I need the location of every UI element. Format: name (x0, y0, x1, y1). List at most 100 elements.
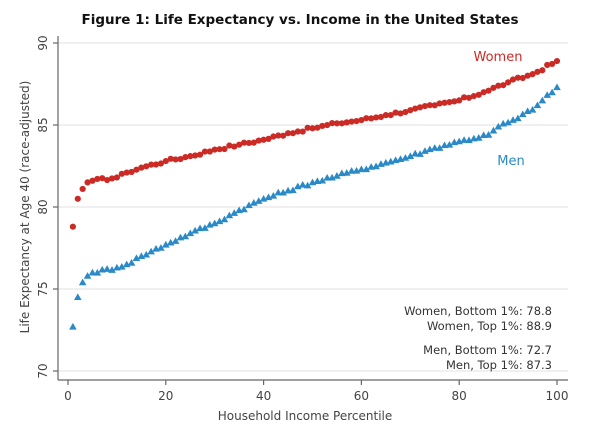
point-men-49 (303, 181, 312, 189)
point-women-79 (451, 98, 458, 105)
series-label-women: Women (474, 50, 523, 65)
point-women-55 (333, 120, 341, 127)
point-men-73 (421, 147, 429, 154)
point-women-93 (519, 74, 526, 82)
point-men-99 (548, 88, 556, 96)
point-women-67 (392, 109, 399, 116)
point-women-21 (167, 155, 174, 162)
point-women-28 (201, 148, 209, 155)
y-tick-label-75: 75 (36, 281, 50, 296)
point-women-53 (324, 121, 331, 129)
point-women-45 (284, 130, 292, 137)
point-women-89 (500, 82, 507, 89)
point-men-11 (117, 263, 126, 270)
point-women-68 (397, 110, 404, 117)
point-men-4 (83, 272, 92, 279)
point-men-9 (108, 266, 116, 273)
point-men-28 (201, 224, 209, 231)
point-women-50 (309, 125, 316, 132)
point-men-39 (254, 197, 263, 204)
point-women-73 (421, 102, 429, 110)
point-men-92 (514, 114, 522, 122)
point-women-31 (216, 146, 223, 153)
point-men-33 (225, 211, 234, 219)
point-women-6 (94, 175, 101, 183)
point-men-19 (157, 244, 165, 251)
point-women-86 (485, 87, 492, 94)
point-men-8 (103, 265, 111, 272)
point-men-70 (406, 152, 415, 160)
point-men-69 (401, 154, 410, 161)
point-men-97 (538, 96, 547, 104)
point-men-78 (445, 140, 454, 148)
point-women-100 (553, 57, 561, 65)
point-women-51 (314, 124, 321, 131)
point-women-49 (304, 124, 311, 131)
chart-title: Figure 1: Life Expectancy vs. Income in … (82, 12, 519, 28)
point-men-43 (274, 188, 283, 196)
point-women-23 (177, 155, 184, 163)
point-women-94 (524, 72, 531, 79)
point-men-90 (504, 118, 512, 126)
point-men-2 (73, 293, 82, 301)
point-women-56 (338, 120, 345, 127)
point-men-53 (323, 174, 331, 181)
point-women-52 (319, 122, 326, 130)
point-men-25 (186, 229, 195, 237)
point-women-24 (182, 154, 189, 161)
point-men-42 (269, 191, 278, 199)
point-men-31 (215, 217, 224, 225)
point-women-13 (128, 168, 135, 176)
point-women-75 (431, 102, 438, 109)
point-women-19 (157, 160, 165, 167)
point-women-44 (280, 132, 287, 139)
point-women-82 (465, 94, 473, 101)
point-men-6 (93, 268, 102, 276)
point-men-63 (372, 162, 380, 170)
point-women-64 (377, 113, 385, 121)
point-men-44 (279, 188, 287, 196)
point-women-22 (172, 156, 179, 163)
point-women-66 (387, 112, 394, 119)
point-men-1 (69, 322, 77, 330)
point-men-58 (347, 167, 356, 174)
point-women-76 (436, 100, 443, 107)
point-men-71 (411, 149, 419, 157)
point-women-98 (544, 61, 551, 69)
point-women-9 (108, 175, 116, 182)
point-women-14 (133, 166, 140, 173)
point-women-48 (299, 128, 306, 135)
point-women-1 (69, 223, 76, 230)
x-tick-label-60: 60 (354, 389, 369, 403)
point-women-43 (275, 132, 282, 139)
point-women-26 (192, 152, 199, 159)
point-men-54 (328, 173, 336, 181)
point-men-38 (250, 199, 258, 206)
point-women-62 (368, 115, 375, 122)
point-women-57 (343, 119, 350, 126)
x-axis-label: Household Income Percentile (218, 409, 393, 423)
point-women-99 (549, 60, 556, 68)
point-men-5 (88, 268, 97, 276)
point-men-32 (220, 215, 229, 223)
x-tick-label-100: 100 (546, 389, 569, 403)
annotation-women-top: Women, Top 1%: 88.9 (427, 319, 552, 333)
point-men-95 (528, 106, 537, 113)
data-marks (69, 57, 561, 330)
point-women-15 (138, 164, 145, 171)
point-women-58 (348, 118, 355, 125)
point-women-54 (328, 120, 336, 127)
point-women-18 (152, 161, 160, 168)
x-tick-label-80: 80 (452, 389, 467, 403)
x-tick-label-0: 0 (64, 389, 72, 403)
gridlines (58, 42, 568, 372)
y-tick-label-90: 90 (36, 35, 50, 50)
point-women-4 (84, 179, 91, 186)
point-men-72 (416, 150, 424, 157)
point-women-97 (539, 67, 546, 74)
point-men-76 (435, 144, 444, 151)
point-women-41 (265, 135, 272, 142)
point-women-42 (270, 133, 277, 140)
point-women-5 (89, 177, 96, 184)
point-men-75 (430, 144, 439, 151)
